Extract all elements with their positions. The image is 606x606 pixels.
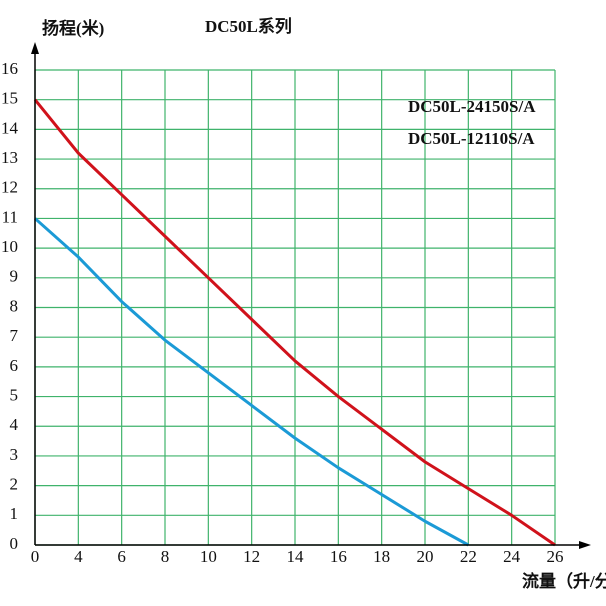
chart-title: DC50L系列	[205, 16, 292, 36]
x-tick-label: 22	[460, 547, 477, 566]
y-axis-label: 扬程(米)	[42, 18, 104, 38]
y-tick-label: 3	[10, 445, 19, 464]
y-tick-label: 4	[10, 415, 19, 434]
x-tick-label: 4	[74, 547, 83, 566]
x-tick-label: 8	[161, 547, 170, 566]
y-tick-label: 1	[10, 504, 19, 523]
x-tick-label: 6	[117, 547, 126, 566]
legend-entry: DC50L-12110S/A	[408, 129, 535, 148]
x-axis-label: 流量（升/分	[522, 571, 606, 591]
y-tick-label: 6	[10, 356, 19, 375]
y-tick-label: 13	[1, 148, 18, 167]
x-tick-label: 0	[31, 547, 40, 566]
y-tick-label: 10	[1, 237, 18, 256]
y-tick-label: 15	[1, 89, 18, 108]
plot	[33, 98, 556, 547]
y-tick-label: 7	[10, 326, 19, 345]
y-tick-label: 14	[1, 118, 19, 137]
y-tick-label: 16	[1, 59, 18, 78]
y-tick-label: 0	[10, 534, 19, 553]
legend-entry: DC50L-24150S/A	[408, 97, 536, 116]
x-tick-label: 10	[200, 547, 217, 566]
y-arrow	[31, 42, 39, 54]
x-arrow	[579, 541, 591, 549]
y-tick-label: 9	[10, 267, 19, 286]
x-tick-label: 12	[243, 547, 260, 566]
y-tick-label: 11	[2, 207, 18, 226]
x-tick-label: 24	[503, 547, 521, 566]
x-tick-label: 20	[417, 547, 434, 566]
y-tick-label: 2	[10, 475, 19, 494]
x-tick-label: 26	[547, 547, 564, 566]
x-tick-label: 18	[373, 547, 390, 566]
x-tick-label: 14	[287, 547, 305, 566]
y-tick-label: 5	[10, 385, 19, 404]
x-tick-label: 16	[330, 547, 347, 566]
y-tick-label: 12	[1, 178, 18, 197]
series-line	[34, 217, 470, 547]
y-tick-label: 8	[10, 296, 19, 315]
series-line	[33, 98, 556, 547]
